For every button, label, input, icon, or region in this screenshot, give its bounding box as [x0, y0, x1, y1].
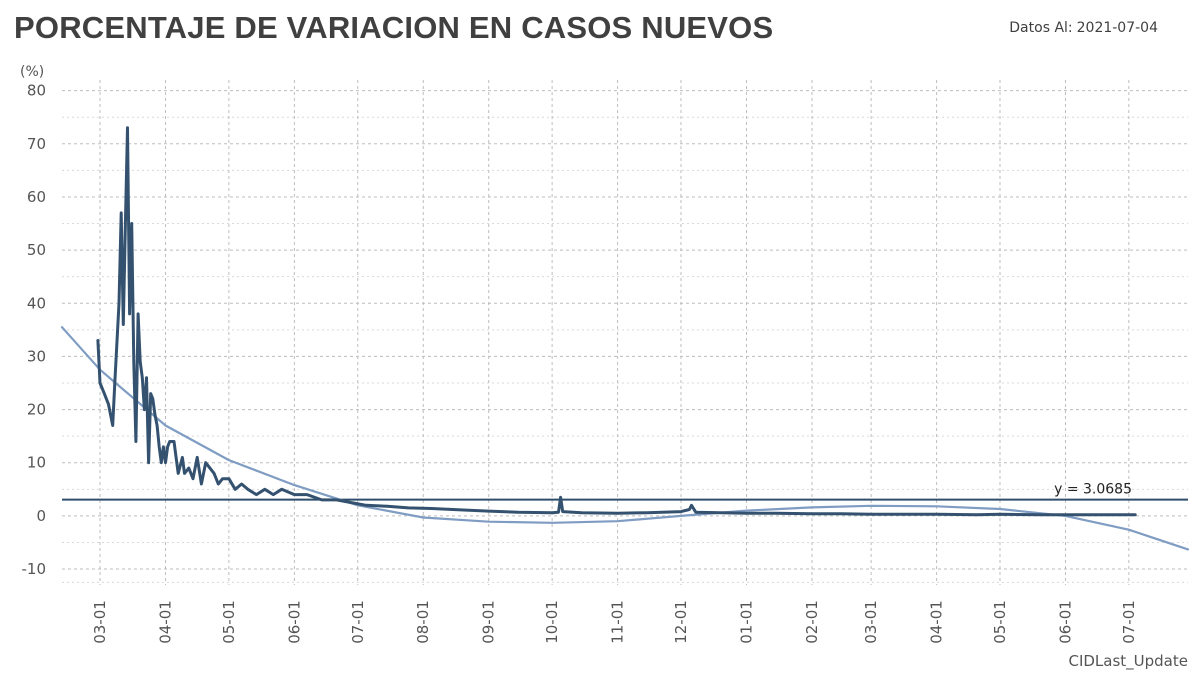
page-title: PORCENTAJE DE VARIACION EN CASOS NUEVOS [14, 10, 774, 45]
x-tick-label: 02-01 [803, 600, 821, 644]
x-tick-label: 08-01 [414, 600, 432, 644]
data-date-info: Datos Al: 2021-07-04 [1009, 20, 1162, 36]
y-tick-label: 40 [27, 294, 46, 312]
y-unit-label: (%) [20, 64, 44, 80]
x-tick-label: 03-01 [862, 600, 880, 644]
y-tick-label: 60 [27, 188, 46, 206]
x-tick-label: 11-01 [609, 600, 627, 644]
x-tick-label: 10-01 [543, 600, 561, 644]
y-tick-label: 10 [27, 454, 46, 472]
x-tick-label: 06-01 [1056, 600, 1074, 644]
axis-layer: -10 0 10 20 30 40 50 60 70 80 03-01 04-01 05-01 06-01… [20, 64, 1188, 671]
y-tick-label: 80 [27, 82, 46, 100]
data-date-label: Datos Al: [1009, 20, 1073, 36]
trend-line [60, 326, 1190, 551]
y-tick-label: -10 [22, 560, 47, 578]
daily-variation-line [96, 126, 1137, 517]
y-tick-label: 50 [27, 241, 46, 259]
x-tick-label: 01-01 [737, 600, 755, 644]
series-layer [60, 126, 1190, 551]
data-date-value: 2021-07-04 [1076, 20, 1158, 36]
x-tick-label: 06-01 [285, 600, 303, 644]
x-tick-label: 04-01 [157, 600, 175, 644]
y-tick-label: 20 [27, 401, 46, 419]
y-tick-label: 70 [27, 135, 46, 153]
grid-layer [62, 80, 1188, 585]
reference-line-label: y = 3.0685 [1054, 482, 1132, 498]
x-tick-label: 04-01 [928, 600, 946, 644]
y-tick-label: 30 [27, 347, 46, 365]
x-tick-label: 03-01 [91, 600, 109, 644]
reference-layer: y = 3.0685 [62, 482, 1188, 501]
x-tick-label: 07-01 [1120, 600, 1138, 644]
x-tick-label: 05-01 [991, 600, 1009, 644]
x-tick-label: 05-01 [220, 600, 238, 644]
x-tick-label: 09-01 [480, 600, 498, 644]
x-tick-label: 12-01 [672, 600, 690, 644]
y-tick-label: 0 [36, 507, 46, 525]
x-tick-label: 07-01 [349, 600, 367, 644]
x-axis-title: CIDLast_Update [1068, 652, 1188, 671]
